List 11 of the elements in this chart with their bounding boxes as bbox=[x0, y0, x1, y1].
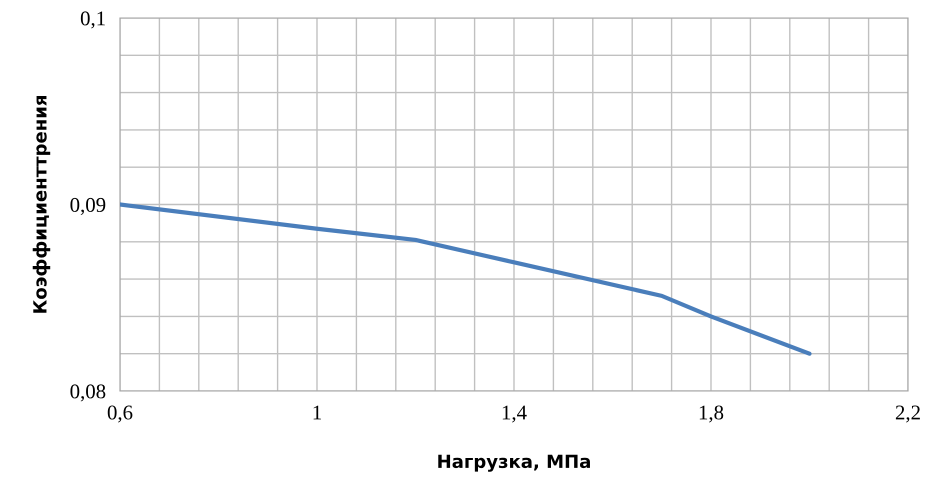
x-tick-label: 1 bbox=[314, 406, 321, 420]
x-axis-title: Нагрузка, МПа bbox=[438, 454, 590, 472]
y-axis-title: Коэффициенттрения bbox=[32, 96, 50, 313]
x-tick-label: 2,2 bbox=[896, 406, 920, 423]
line-series bbox=[120, 202, 812, 356]
x-tick-label: 1,4 bbox=[502, 406, 527, 423]
y-tick-label: 0,09 bbox=[70, 198, 106, 215]
y-tick-label: 0,08 bbox=[70, 384, 106, 402]
y-tick-label: 0,1 bbox=[80, 11, 105, 28]
x-tick-label: 0,6 bbox=[108, 405, 132, 423]
x-tick-label: 1,8 bbox=[700, 405, 724, 423]
